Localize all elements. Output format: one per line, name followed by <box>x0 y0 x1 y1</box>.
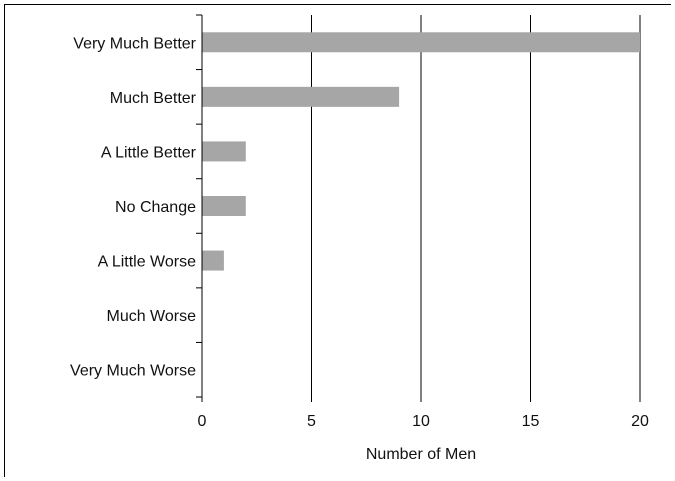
axes <box>196 14 641 402</box>
category-label: Very Much Better <box>73 35 196 52</box>
category-label: Very Much Worse <box>70 363 196 380</box>
bar <box>202 250 224 271</box>
bar <box>202 196 246 216</box>
x-tick-label: 20 <box>631 413 649 430</box>
x-axis-title: Number of Men <box>366 446 476 463</box>
x-tick-label: 0 <box>198 413 207 430</box>
x-tick-label: 10 <box>412 413 430 430</box>
bar <box>202 141 246 162</box>
chart-frame <box>4 4 671 477</box>
bar <box>202 32 640 53</box>
x-tick-label: 5 <box>307 413 316 430</box>
category-labels: Very Much Better Much Better A Little Bett… <box>70 35 197 379</box>
category-label: A Little Worse <box>98 254 197 271</box>
bar <box>202 86 400 107</box>
category-label: Much Worse <box>106 308 196 325</box>
category-label: Much Better <box>110 90 197 107</box>
gridlines <box>311 15 641 397</box>
x-tick-label: 15 <box>522 413 540 430</box>
category-label: A Little Better <box>101 144 197 161</box>
category-label: No Change <box>115 199 196 216</box>
x-tick-labels: 0 5 10 15 20 <box>198 413 649 430</box>
bars <box>202 32 640 271</box>
